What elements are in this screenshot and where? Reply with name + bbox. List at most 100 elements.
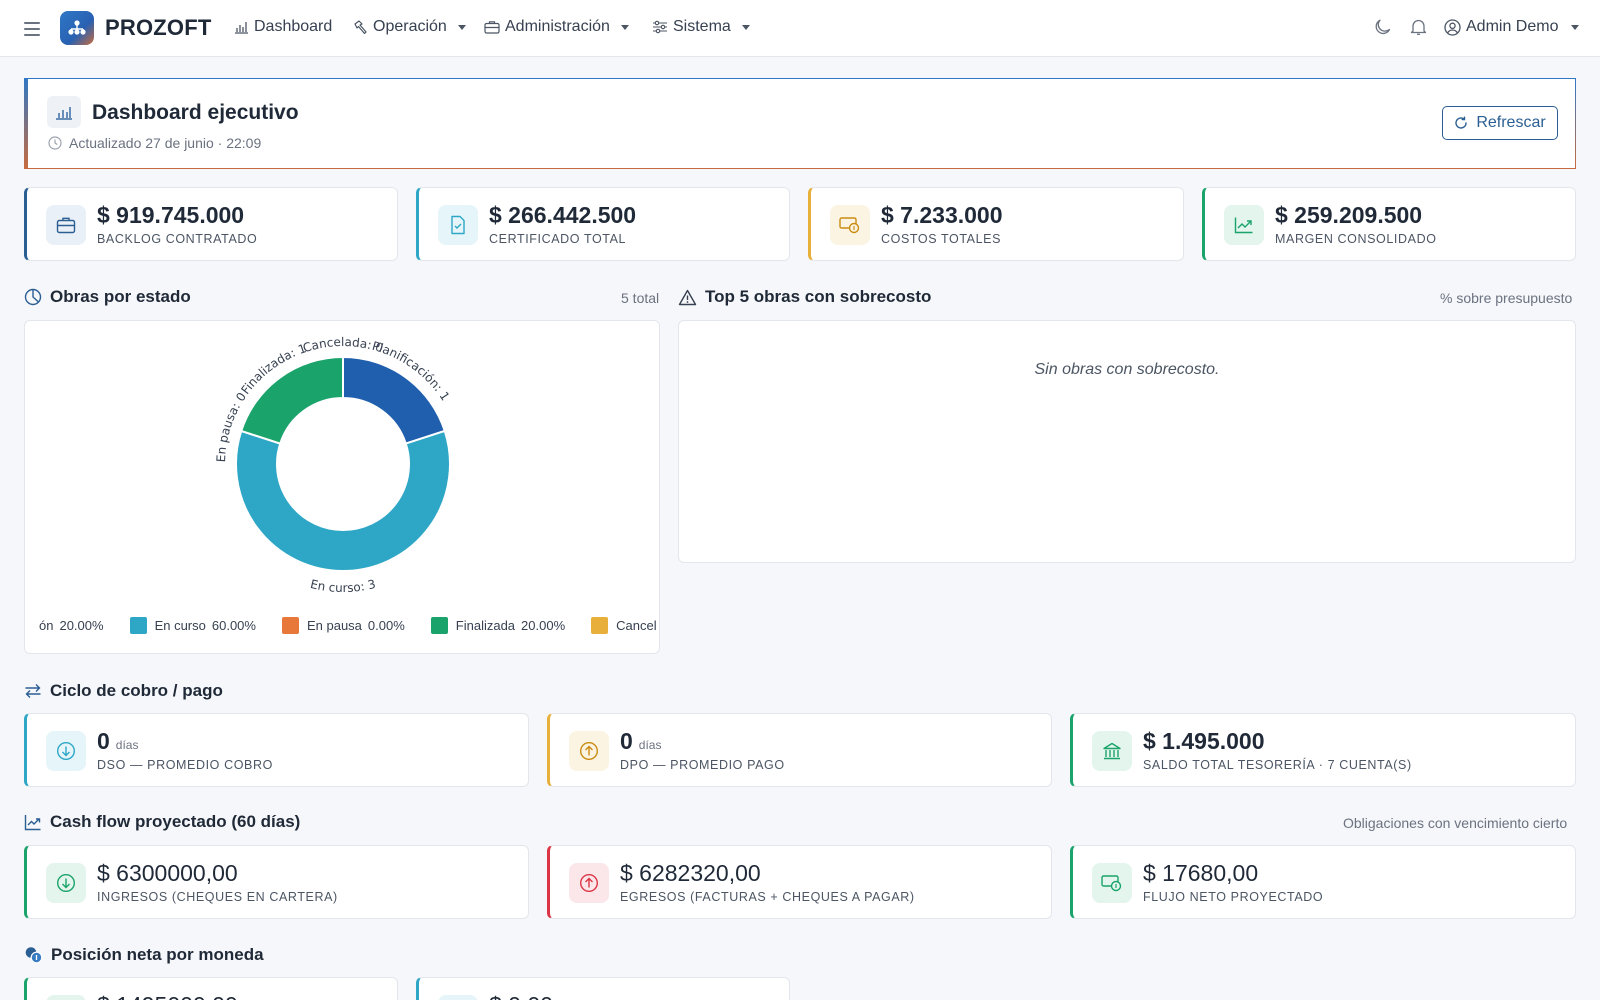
obras-donut-chart[interactable]: Planificación: 1En curso: 3En pausa: 0Fi… [25, 321, 660, 611]
bar-chart-icon [235, 22, 248, 34]
kpi-value: $ 6282320,00 [620, 860, 761, 886]
refresh-button-label: Refrescar [1476, 114, 1546, 131]
top-navbar: PROZOFT Dashboard Operación Administraci… [0, 0, 1600, 57]
donut-slice-finalizada[interactable] [239, 355, 344, 445]
legend-label: Cancel [616, 618, 657, 633]
kpi-card-flujo-neto: $ 17680,00 FLUJO NETO PROYECTADO [1070, 845, 1576, 919]
brand-logo-icon[interactable] [60, 11, 94, 45]
legend-label: ón [39, 618, 54, 633]
user-name: Admin Demo [1466, 18, 1559, 35]
obras-donut-chart-card: Planificación: 1 En curso: 3 En pausa: 0 Fi… [24, 320, 660, 654]
dashboard-header-card: Dashboard ejecutivo Actualizado 27 de ju… [24, 78, 1576, 169]
legend-swatch [430, 617, 448, 634]
currency-icon [46, 995, 86, 1000]
legend-percent: 0.00% [367, 618, 405, 633]
kpi-card-certificado: $ 266.442.500 CERTIFICADO TOTAL [416, 187, 790, 261]
nav-administracion[interactable]: Administración [484, 18, 629, 36]
legend-percent: 60.00% [211, 618, 256, 633]
posicion-title-text: Posición neta por moneda [51, 945, 264, 964]
clock-icon [48, 136, 62, 150]
kpi-card-backlog: $ 919.745.000 BACKLOG CONTRATADO [24, 187, 398, 261]
cash-icon [1092, 863, 1132, 903]
chevron-down-icon [741, 24, 750, 30]
kpi-value: $ 0,00 [489, 992, 553, 1000]
kpi-label: CERTIFICADO TOTAL [489, 232, 627, 246]
sliders-icon [653, 20, 667, 34]
legend-item[interactable]: En curso 60.00% [129, 617, 256, 634]
kpi-number: 0 [620, 728, 633, 754]
nav-administracion-label: Administración [505, 18, 610, 35]
kpi-card-costos: $ 7.233.000 COSTOS TOTALES [808, 187, 1184, 261]
chart-legend: ón 20.00% En curso 60.00% En pausa 0.00% Final… [39, 617, 659, 634]
legend-item[interactable]: ón 20.00% [39, 618, 104, 633]
coins-icon [25, 947, 43, 964]
kpi-label: DSO — PROMEDIO COBRO [97, 758, 273, 772]
legend-item[interactable]: Cancel [591, 617, 657, 634]
last-updated: Actualizado 27 de junio · 22:09 [48, 135, 261, 151]
obras-title-text: Obras por estado [50, 287, 191, 306]
arrow-down-circle-icon [46, 863, 86, 903]
empty-state-text: Sin obras con sobrecosto. [1034, 361, 1220, 378]
kpi-label: SALDO TOTAL TESORERÍA · 7 CUENTA(S) [1143, 758, 1412, 772]
legend-swatch [591, 617, 609, 634]
sobrecosto-card: Sin obras con sobrecosto. [678, 320, 1576, 563]
brand-name[interactable]: PROZOFT [105, 15, 212, 40]
arrow-down-circle-icon [46, 731, 86, 771]
user-menu[interactable]: Admin Demo [1444, 18, 1580, 36]
notifications-bell-icon[interactable] [1410, 18, 1427, 39]
kpi-card-posicion-usd: $ 0,00 [416, 977, 790, 1000]
kpi-value: $ 6300000,00 [97, 860, 238, 886]
briefcase-icon [484, 21, 500, 34]
kpi-card-posicion-ars: $ 1495000,00 [24, 977, 398, 1000]
kpi-value: $ 1495000,00 [97, 992, 238, 1000]
kpi-value: $ 919.745.000 [97, 202, 245, 228]
nav-operacion[interactable]: Operación [353, 18, 466, 36]
ciclo-section-title: Ciclo de cobro / pago [24, 681, 223, 701]
kpi-value: $ 259.209.500 [1275, 202, 1423, 228]
kpi-number: $ 1.495.000 [1143, 728, 1265, 754]
dark-mode-moon-icon[interactable] [1374, 18, 1392, 39]
kpi-value: 0 días [620, 728, 661, 755]
kpi-label: FLUJO NETO PROYECTADO [1143, 890, 1324, 904]
file-check-icon [438, 205, 478, 245]
page-title: Dashboard ejecutivo [92, 101, 299, 124]
kpi-card-margen: $ 259.209.500 MARGEN CONSOLIDADO [1202, 187, 1576, 261]
kpi-value: $ 7.233.000 [881, 202, 1003, 228]
cashflow-section-title: Cash flow proyectado (60 días) [24, 812, 300, 832]
kpi-value: 0 días [97, 728, 138, 755]
legend-item[interactable]: En pausa 0.00% [281, 617, 405, 634]
kpi-card-dso: 0 días DSO — PROMEDIO COBRO [24, 713, 529, 787]
nav-dashboard-label: Dashboard [254, 18, 333, 35]
obras-total: 5 total [621, 290, 660, 306]
user-circle-icon [1444, 18, 1461, 36]
chevron-down-icon [1571, 24, 1580, 30]
donut-slice-label: En curso: 3 [309, 577, 377, 595]
currency-icon [438, 995, 478, 1000]
trend-up-icon [1224, 205, 1264, 245]
nav-dashboard[interactable]: Dashboard [234, 18, 332, 36]
menu-toggle-icon[interactable] [24, 18, 40, 38]
kpi-label: DPO — PROMEDIO PAGO [620, 758, 785, 772]
cashflow-title-text: Cash flow proyectado (60 días) [50, 812, 301, 831]
cashflow-note: Obligaciones con vencimiento cierto [1343, 815, 1568, 831]
kpi-card-ingresos: $ 6300000,00 INGRESOS (CHEQUES EN CARTER… [24, 845, 529, 919]
kpi-unit: días [115, 738, 139, 752]
ciclo-title-text: Ciclo de cobro / pago [50, 681, 223, 700]
kpi-label: COSTOS TOTALES [881, 232, 1002, 246]
legend-label: En pausa [306, 618, 362, 633]
bank-icon [1092, 731, 1132, 771]
legend-item[interactable]: Finalizada 20.00% [430, 617, 565, 634]
refresh-button[interactable]: Refrescar [1442, 106, 1558, 140]
cash-icon [830, 205, 870, 245]
pie-chart-icon [24, 288, 42, 306]
arrow-up-circle-icon [569, 863, 609, 903]
legend-percent: 20.00% [59, 618, 104, 633]
trend-up-icon [24, 814, 41, 830]
kpi-label: EGRESOS (FACTURAS + CHEQUES A PAGAR) [620, 890, 915, 904]
sobrecosto-note: % sobre presupuesto [1440, 290, 1573, 306]
nav-sistema[interactable]: Sistema [652, 18, 750, 36]
arrows-exchange-icon [25, 684, 41, 698]
donut-slice-en-curso[interactable] [235, 429, 451, 572]
chevron-down-icon [457, 24, 466, 30]
kpi-unit: días [638, 738, 662, 752]
